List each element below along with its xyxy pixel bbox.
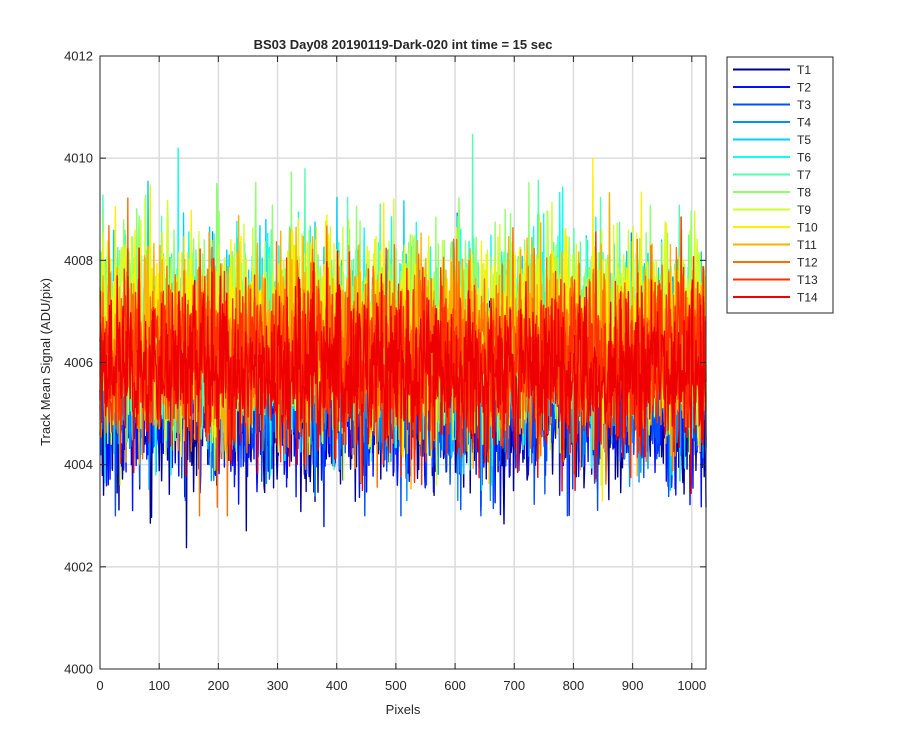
legend-box — [726, 56, 834, 314]
legend-label-t1: T1 — [797, 63, 811, 77]
x-tick-label: 400 — [326, 678, 348, 693]
x-tick-label: 800 — [563, 678, 585, 693]
legend-label-t12: T12 — [797, 256, 818, 270]
y-axis-ticks: 4000 4002 4004 4006 4008 4010 4012 — [64, 49, 706, 677]
x-tick-label: 900 — [622, 678, 644, 693]
data-series — [99, 133, 707, 549]
x-tick-label: 500 — [385, 678, 407, 693]
legend-label-t4: T4 — [797, 116, 811, 130]
legend-label-t13: T13 — [797, 273, 818, 287]
legend-label-t7: T7 — [797, 168, 811, 182]
x-axis-label: Pixels — [386, 702, 421, 717]
legend-label-t9: T9 — [797, 203, 811, 217]
legend: T1 T2 T3 T4 T5 T6 T7 T8 T9 T10 T11 T12 T13 T14 — [726, 56, 834, 314]
x-tick-label: 200 — [208, 678, 230, 693]
legend-label-t8: T8 — [797, 186, 811, 200]
legend-label-t3: T3 — [797, 98, 811, 112]
y-tick-label: 4010 — [64, 151, 93, 166]
y-axis-label: Track Mean Signal (ADU/pix) — [38, 278, 53, 446]
legend-label-t14: T14 — [797, 291, 818, 305]
y-tick-label: 4006 — [64, 355, 93, 370]
y-tick-label: 4000 — [64, 662, 93, 677]
y-tick-label: 4004 — [64, 457, 93, 472]
y-tick-label: 4002 — [64, 559, 93, 574]
legend-label-t6: T6 — [797, 151, 811, 165]
x-tick-label: 600 — [444, 678, 466, 693]
x-tick-label: 100 — [148, 678, 170, 693]
y-tick-label: 4008 — [64, 253, 93, 268]
legend-label-t5: T5 — [797, 133, 811, 147]
x-tick-label: 700 — [503, 678, 525, 693]
legend-label-t2: T2 — [797, 81, 811, 95]
x-axis-ticks: 0 100 200 300 400 500 600 700 800 900 1000 — [96, 56, 706, 693]
x-tick-label: 300 — [267, 678, 289, 693]
legend-label-t10: T10 — [797, 221, 818, 235]
x-tick-label: 0 — [96, 678, 103, 693]
series-line-t14 — [99, 247, 707, 495]
x-tick-label: 1000 — [677, 678, 706, 693]
y-tick-label: 4012 — [64, 49, 93, 64]
legend-label-t11: T11 — [797, 238, 817, 252]
chart-title: BS03 Day08 20190119-Dark-020 int time = … — [254, 37, 553, 52]
